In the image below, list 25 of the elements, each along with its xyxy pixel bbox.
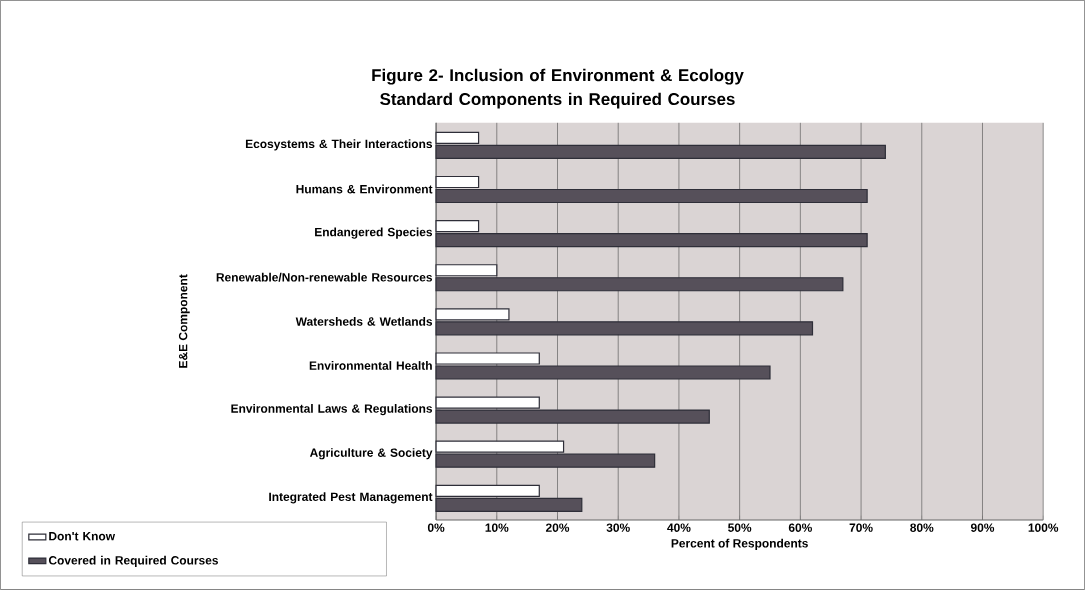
y-axis-title: E&E Component: [178, 274, 190, 368]
y-tick-label: Integrated Pest Management: [269, 492, 433, 504]
y-tick-label: Environmental Health: [309, 361, 432, 370]
x-tick-label: 10%: [485, 523, 509, 532]
x-tick-label: 30%: [606, 523, 630, 532]
chart-title: Figure 2- Inclusion of Environment & Ecology Standard Components in Required Courses: [372, 68, 744, 109]
y-tick-label: Humans & Environment: [296, 184, 433, 194]
y-tick-label: Agriculture & Society: [309, 448, 433, 460]
x-tick-label: 60%: [788, 523, 812, 532]
legend-label: Covered in Required Courses: [48, 555, 219, 567]
x-tick-label: 20%: [545, 523, 570, 532]
y-tick-label: Watersheds & Wetlands: [295, 317, 433, 326]
y-tick-label: Ecosystems & Their Interactions: [245, 139, 433, 151]
x-tick-label: 90%: [970, 523, 995, 532]
x-tick-label: 100%: [1028, 523, 1059, 532]
x-tick-label: 0%: [427, 523, 445, 532]
x-tick-label: 50%: [728, 523, 752, 532]
x-tick-label: 40%: [667, 523, 691, 532]
y-tick-label: Environmental Laws & Regulations: [231, 404, 433, 416]
x-tick-label: 70%: [849, 523, 873, 532]
x-tick-label: 80%: [910, 523, 934, 532]
y-tick-label: Renewable/Non-renewable Resources: [216, 272, 433, 282]
legend-label: Don't Know: [49, 532, 116, 541]
x-axis-title: Percent of Respondents: [671, 538, 808, 550]
y-tick-label: Endangered Species: [315, 227, 433, 239]
